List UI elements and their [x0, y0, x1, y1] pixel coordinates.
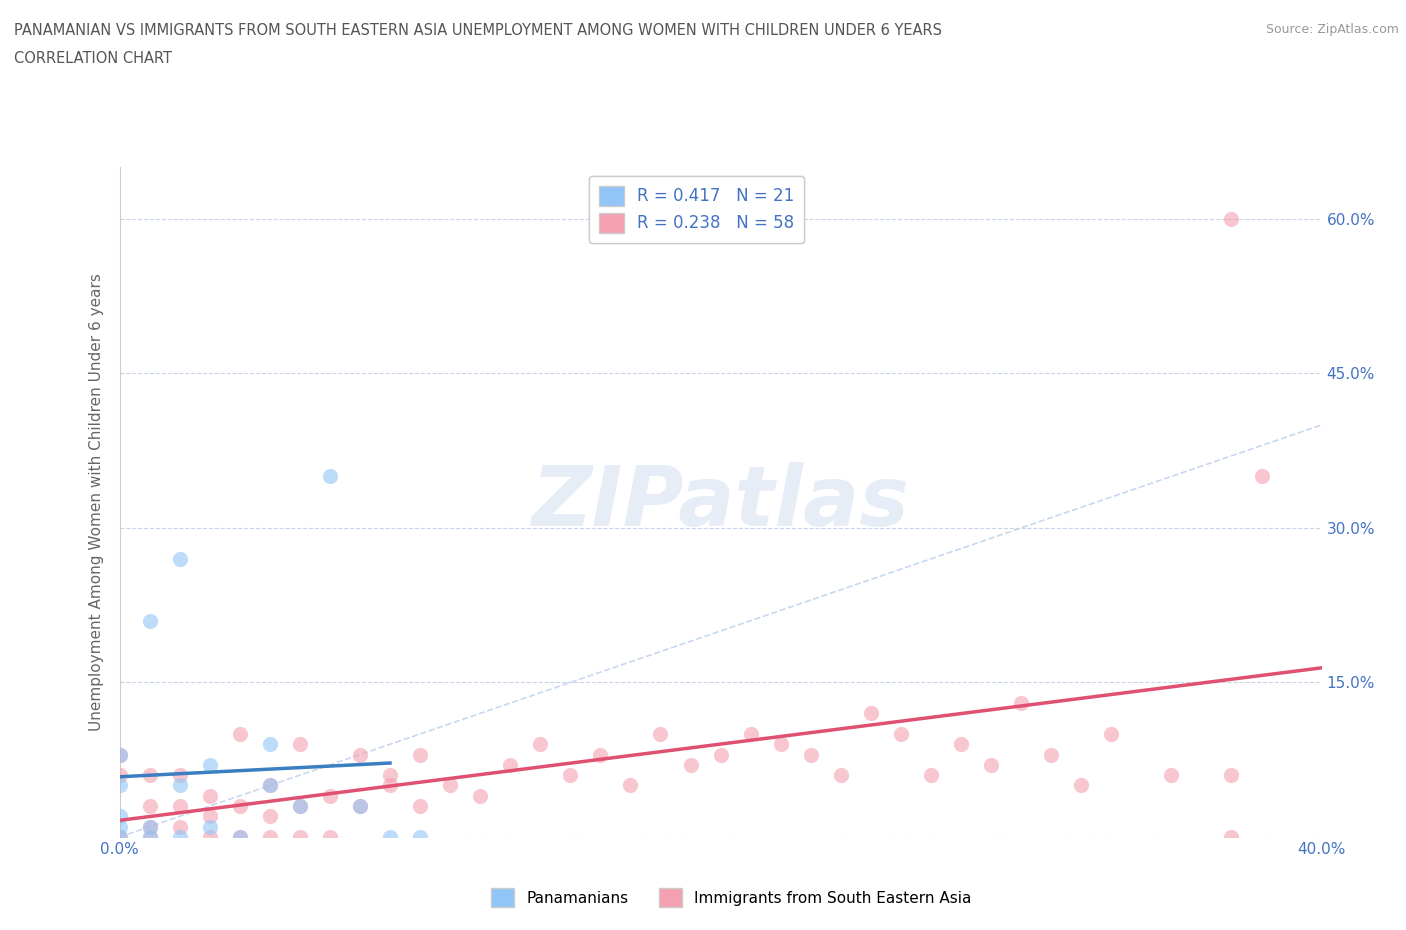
Point — [138, 830, 160, 844]
Point — [830, 768, 852, 783]
Point — [679, 757, 702, 772]
Text: PANAMANIAN VS IMMIGRANTS FROM SOUTH EASTERN ASIA UNEMPLOYMENT AMONG WOMEN WITH C: PANAMANIAN VS IMMIGRANTS FROM SOUTH EAST… — [14, 23, 942, 38]
Point — [259, 830, 281, 844]
Point — [920, 768, 942, 783]
Point — [108, 830, 131, 844]
Point — [108, 809, 131, 824]
Point — [169, 778, 191, 793]
Point — [228, 830, 252, 844]
Point — [138, 768, 160, 783]
Point — [859, 706, 882, 721]
Point — [198, 819, 221, 834]
Point — [319, 789, 342, 804]
Point — [1070, 778, 1092, 793]
Point — [378, 830, 401, 844]
Point — [1040, 747, 1063, 762]
Point — [1220, 768, 1243, 783]
Point — [228, 726, 252, 741]
Point — [108, 819, 131, 834]
Point — [349, 747, 371, 762]
Point — [259, 809, 281, 824]
Point — [138, 819, 160, 834]
Point — [198, 757, 221, 772]
Point — [319, 830, 342, 844]
Point — [349, 799, 371, 814]
Text: Source: ZipAtlas.com: Source: ZipAtlas.com — [1265, 23, 1399, 36]
Point — [228, 799, 252, 814]
Point — [1220, 211, 1243, 226]
Point — [1099, 726, 1122, 741]
Point — [108, 778, 131, 793]
Point — [1220, 830, 1243, 844]
Point — [740, 726, 762, 741]
Point — [169, 551, 191, 566]
Point — [468, 789, 492, 804]
Point — [288, 830, 311, 844]
Point — [619, 778, 641, 793]
Point — [138, 799, 160, 814]
Legend: R = 0.417   N = 21, R = 0.238   N = 58: R = 0.417 N = 21, R = 0.238 N = 58 — [589, 176, 804, 243]
Text: ZIPatlas: ZIPatlas — [531, 461, 910, 543]
Point — [409, 799, 432, 814]
Point — [1160, 768, 1182, 783]
Point — [769, 737, 792, 751]
Point — [138, 830, 160, 844]
Point — [499, 757, 522, 772]
Point — [198, 789, 221, 804]
Point — [409, 747, 432, 762]
Point — [529, 737, 551, 751]
Point — [378, 768, 401, 783]
Point — [890, 726, 912, 741]
Point — [169, 768, 191, 783]
Point — [288, 799, 311, 814]
Point — [1250, 469, 1272, 484]
Point — [709, 747, 731, 762]
Point — [228, 830, 252, 844]
Point — [950, 737, 973, 751]
Point — [169, 819, 191, 834]
Point — [319, 469, 342, 484]
Point — [650, 726, 672, 741]
Point — [980, 757, 1002, 772]
Point — [108, 830, 131, 844]
Point — [169, 830, 191, 844]
Point — [138, 613, 160, 628]
Point — [108, 747, 131, 762]
Y-axis label: Unemployment Among Women with Children Under 6 years: Unemployment Among Women with Children U… — [89, 273, 104, 731]
Point — [169, 799, 191, 814]
Legend: Panamanians, Immigrants from South Eastern Asia: Panamanians, Immigrants from South Easte… — [485, 883, 977, 913]
Point — [259, 778, 281, 793]
Point — [1010, 696, 1032, 711]
Point — [259, 778, 281, 793]
Point — [198, 830, 221, 844]
Point — [409, 830, 432, 844]
Point — [288, 799, 311, 814]
Point — [288, 737, 311, 751]
Point — [589, 747, 612, 762]
Point — [378, 778, 401, 793]
Point — [439, 778, 461, 793]
Point — [138, 819, 160, 834]
Point — [349, 799, 371, 814]
Point — [198, 809, 221, 824]
Point — [800, 747, 823, 762]
Point — [108, 747, 131, 762]
Point — [108, 768, 131, 783]
Point — [560, 768, 582, 783]
Text: CORRELATION CHART: CORRELATION CHART — [14, 51, 172, 66]
Point — [259, 737, 281, 751]
